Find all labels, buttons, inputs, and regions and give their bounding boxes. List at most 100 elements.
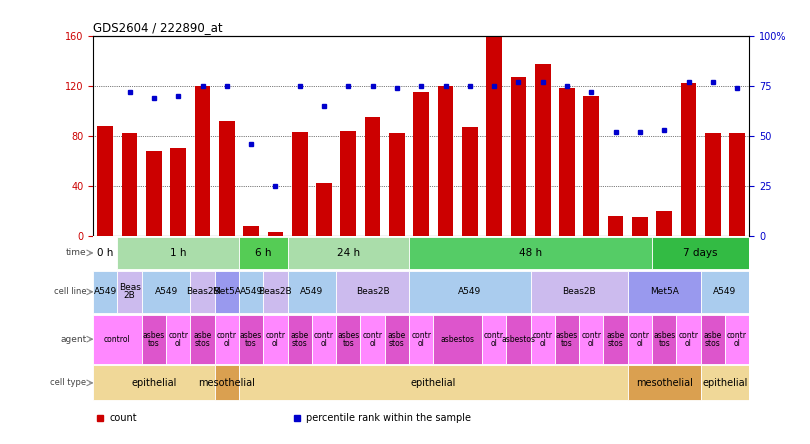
Text: asbe
stos: asbe stos [388, 331, 406, 348]
Bar [701, 315, 725, 364]
Text: count: count [109, 413, 137, 423]
Text: epithelial: epithelial [702, 378, 748, 388]
Text: asbe
stos: asbe stos [607, 331, 625, 348]
Bar [729, 133, 745, 236]
Bar [628, 365, 701, 400]
Bar [292, 132, 308, 236]
Bar [632, 217, 648, 236]
Text: time: time [66, 249, 87, 258]
Bar [97, 126, 113, 236]
Bar [267, 232, 284, 236]
Bar [288, 271, 336, 313]
Text: contr
ol: contr ol [411, 331, 431, 348]
Bar [93, 365, 215, 400]
Text: epithelial: epithelial [411, 378, 456, 388]
Text: asbestos: asbestos [441, 335, 475, 344]
Bar [409, 315, 433, 364]
Text: contr
ol: contr ol [582, 331, 601, 348]
Bar [506, 315, 531, 364]
Bar [510, 77, 526, 236]
Bar [579, 315, 603, 364]
Bar [239, 237, 288, 269]
Bar [93, 315, 142, 364]
Bar [628, 315, 652, 364]
Text: 1 h: 1 h [170, 248, 186, 258]
Text: Beas2B: Beas2B [258, 287, 292, 296]
Text: contr
ol: contr ol [168, 331, 188, 348]
Bar [93, 237, 117, 269]
Text: contr
ol: contr ol [217, 331, 237, 348]
Bar [701, 365, 749, 400]
Text: A549: A549 [240, 287, 262, 296]
Text: 6 h: 6 h [255, 248, 271, 258]
Bar [117, 237, 239, 269]
Bar [142, 315, 166, 364]
Bar [676, 315, 701, 364]
Bar [364, 117, 381, 236]
Text: contr
ol: contr ol [484, 331, 504, 348]
Text: A549: A549 [301, 287, 323, 296]
Text: asbes
tos: asbes tos [240, 331, 262, 348]
Text: asbes
tos: asbes tos [337, 331, 360, 348]
Bar [385, 315, 409, 364]
Text: A549: A549 [94, 287, 117, 296]
Bar [243, 226, 259, 236]
Bar [215, 315, 239, 364]
Text: A549: A549 [458, 287, 481, 296]
Bar [603, 315, 628, 364]
Text: cell type: cell type [50, 378, 87, 388]
Bar [437, 86, 454, 236]
Bar [413, 92, 429, 236]
Bar [535, 64, 551, 236]
Bar [482, 315, 506, 364]
Bar [656, 211, 672, 236]
Bar [409, 271, 531, 313]
Bar [531, 315, 555, 364]
Text: A549: A549 [155, 287, 177, 296]
Bar [190, 271, 215, 313]
Text: Met5A: Met5A [650, 287, 679, 296]
Text: mesothelial: mesothelial [198, 378, 255, 388]
Text: contr
ol: contr ol [363, 331, 382, 348]
Text: asbe
stos: asbe stos [291, 331, 309, 348]
Text: percentile rank within the sample: percentile rank within the sample [306, 413, 471, 423]
Text: asbestos: asbestos [501, 335, 535, 344]
Text: Met5A: Met5A [212, 287, 241, 296]
Bar [190, 315, 215, 364]
Text: epithelial: epithelial [131, 378, 177, 388]
Text: agent: agent [60, 335, 87, 344]
Text: control: control [104, 335, 131, 344]
Text: Beas2B: Beas2B [356, 287, 390, 296]
Bar [725, 315, 749, 364]
Text: 48 h: 48 h [519, 248, 542, 258]
Bar [219, 121, 235, 236]
Bar [194, 86, 211, 236]
Bar [701, 271, 749, 313]
Text: 0 h: 0 h [97, 248, 113, 258]
Bar [583, 95, 599, 236]
Bar [170, 148, 186, 236]
Text: asbe
stos: asbe stos [704, 331, 722, 348]
Bar [409, 237, 652, 269]
Bar [288, 315, 312, 364]
Text: contr
ol: contr ol [533, 331, 552, 348]
Bar [433, 315, 482, 364]
Bar [336, 315, 360, 364]
Bar [93, 271, 117, 313]
Bar [336, 271, 409, 313]
Text: asbe
stos: asbe stos [194, 331, 211, 348]
Text: asbes
tos: asbes tos [143, 331, 165, 348]
Text: contr
ol: contr ol [679, 331, 698, 348]
Bar [652, 315, 676, 364]
Bar [146, 151, 162, 236]
Bar [608, 216, 624, 236]
Bar [628, 271, 701, 313]
Bar [239, 315, 263, 364]
Text: contr
ol: contr ol [314, 331, 334, 348]
Bar [652, 237, 749, 269]
Bar [122, 133, 138, 236]
Text: 24 h: 24 h [337, 248, 360, 258]
Text: GDS2604 / 222890_at: GDS2604 / 222890_at [93, 21, 223, 34]
Bar [559, 88, 575, 236]
Text: Beas2B: Beas2B [562, 287, 596, 296]
